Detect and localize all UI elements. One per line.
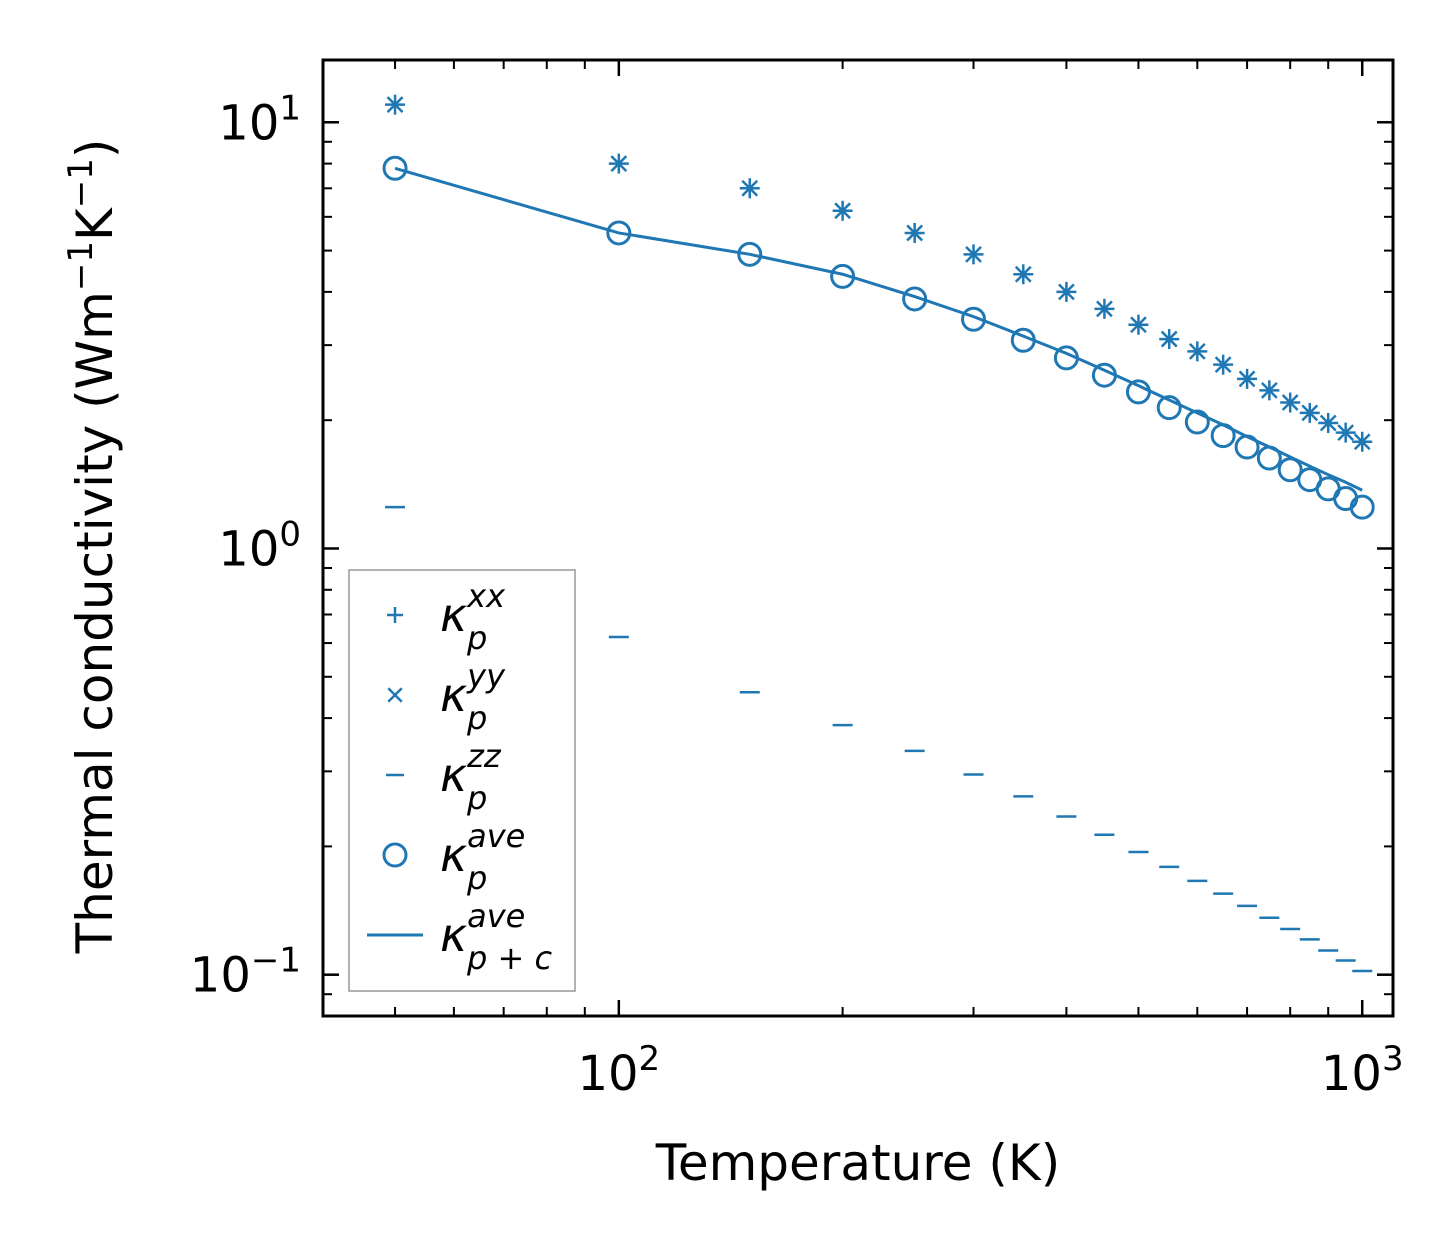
data-point-x <box>1058 283 1075 301</box>
legend-label-2: κzz p <box>440 737 502 817</box>
legend-marker-circle <box>382 842 408 868</box>
y-tick-label: 100 <box>218 514 301 577</box>
data-point-x <box>1301 404 1319 422</box>
data-point-x <box>386 96 404 114</box>
data-point-circle <box>961 306 987 332</box>
x-tick-label: 103 <box>1321 1039 1404 1102</box>
y-axis-label-mid: K <box>66 207 124 241</box>
y-axis-label-end: ) <box>66 139 124 159</box>
data-point-x <box>1096 300 1113 318</box>
data-point-circle <box>1277 457 1303 483</box>
y-axis-label-base: Thermal conductivity (Wm <box>66 291 124 954</box>
legend-box <box>348 569 576 992</box>
data-point-x <box>1238 370 1256 388</box>
data-point-x <box>834 202 851 220</box>
legend-label-0: κxx p <box>440 577 506 657</box>
data-layer <box>382 94 1375 973</box>
data-point-circle <box>737 241 763 267</box>
legend-marker-x <box>387 687 403 703</box>
legend-marker-plus <box>387 607 403 623</box>
data-point-circle <box>606 220 632 246</box>
data-point-x <box>1260 381 1278 399</box>
series-line-4 <box>394 166 1363 492</box>
axes-frame <box>321 58 1395 1018</box>
major-ticks <box>323 60 1393 1016</box>
series-x <box>386 96 1371 451</box>
legend-label-1: κyy p <box>440 657 506 737</box>
data-point-x <box>1319 414 1337 432</box>
y-tick-label: 101 <box>218 88 301 151</box>
data-point-x <box>1160 330 1178 348</box>
series-plus <box>385 94 1373 452</box>
x-tick-label: 102 <box>577 1039 660 1102</box>
data-point-x <box>741 179 759 197</box>
series-circle <box>382 155 1375 520</box>
legend-label-4: κave p + c <box>440 897 552 977</box>
legend-label-3: κave p <box>440 817 525 897</box>
data-point-circle <box>1156 395 1182 421</box>
data-point-x <box>1281 394 1299 411</box>
tick-labels: 102 103 10−1 100 101 <box>190 88 1404 1102</box>
data-point-x <box>1014 265 1032 283</box>
data-point-circle <box>1349 494 1375 520</box>
data-point-x <box>1130 316 1147 334</box>
data-point-x <box>1188 343 1206 360</box>
data-point-x <box>1353 433 1371 451</box>
series-hline <box>385 505 1373 973</box>
y-axis-label-exp1: −1 <box>61 241 101 291</box>
data-point-x <box>1337 424 1355 442</box>
data-point-circle <box>382 155 408 181</box>
data-point-x <box>1214 356 1232 374</box>
x-axis-label: Temperature (K) <box>655 1134 1060 1192</box>
y-axis-label-exp2: −1 <box>61 158 101 208</box>
data-point-x <box>965 245 982 263</box>
series-line <box>394 166 1363 492</box>
y-axis-label: Thermal conductivity (Wm−1K−1) <box>61 139 124 955</box>
data-point-circle <box>1184 409 1210 435</box>
y-tick-label: 10−1 <box>190 941 301 1004</box>
data-point-x <box>906 224 924 242</box>
data-point-x <box>610 155 628 172</box>
